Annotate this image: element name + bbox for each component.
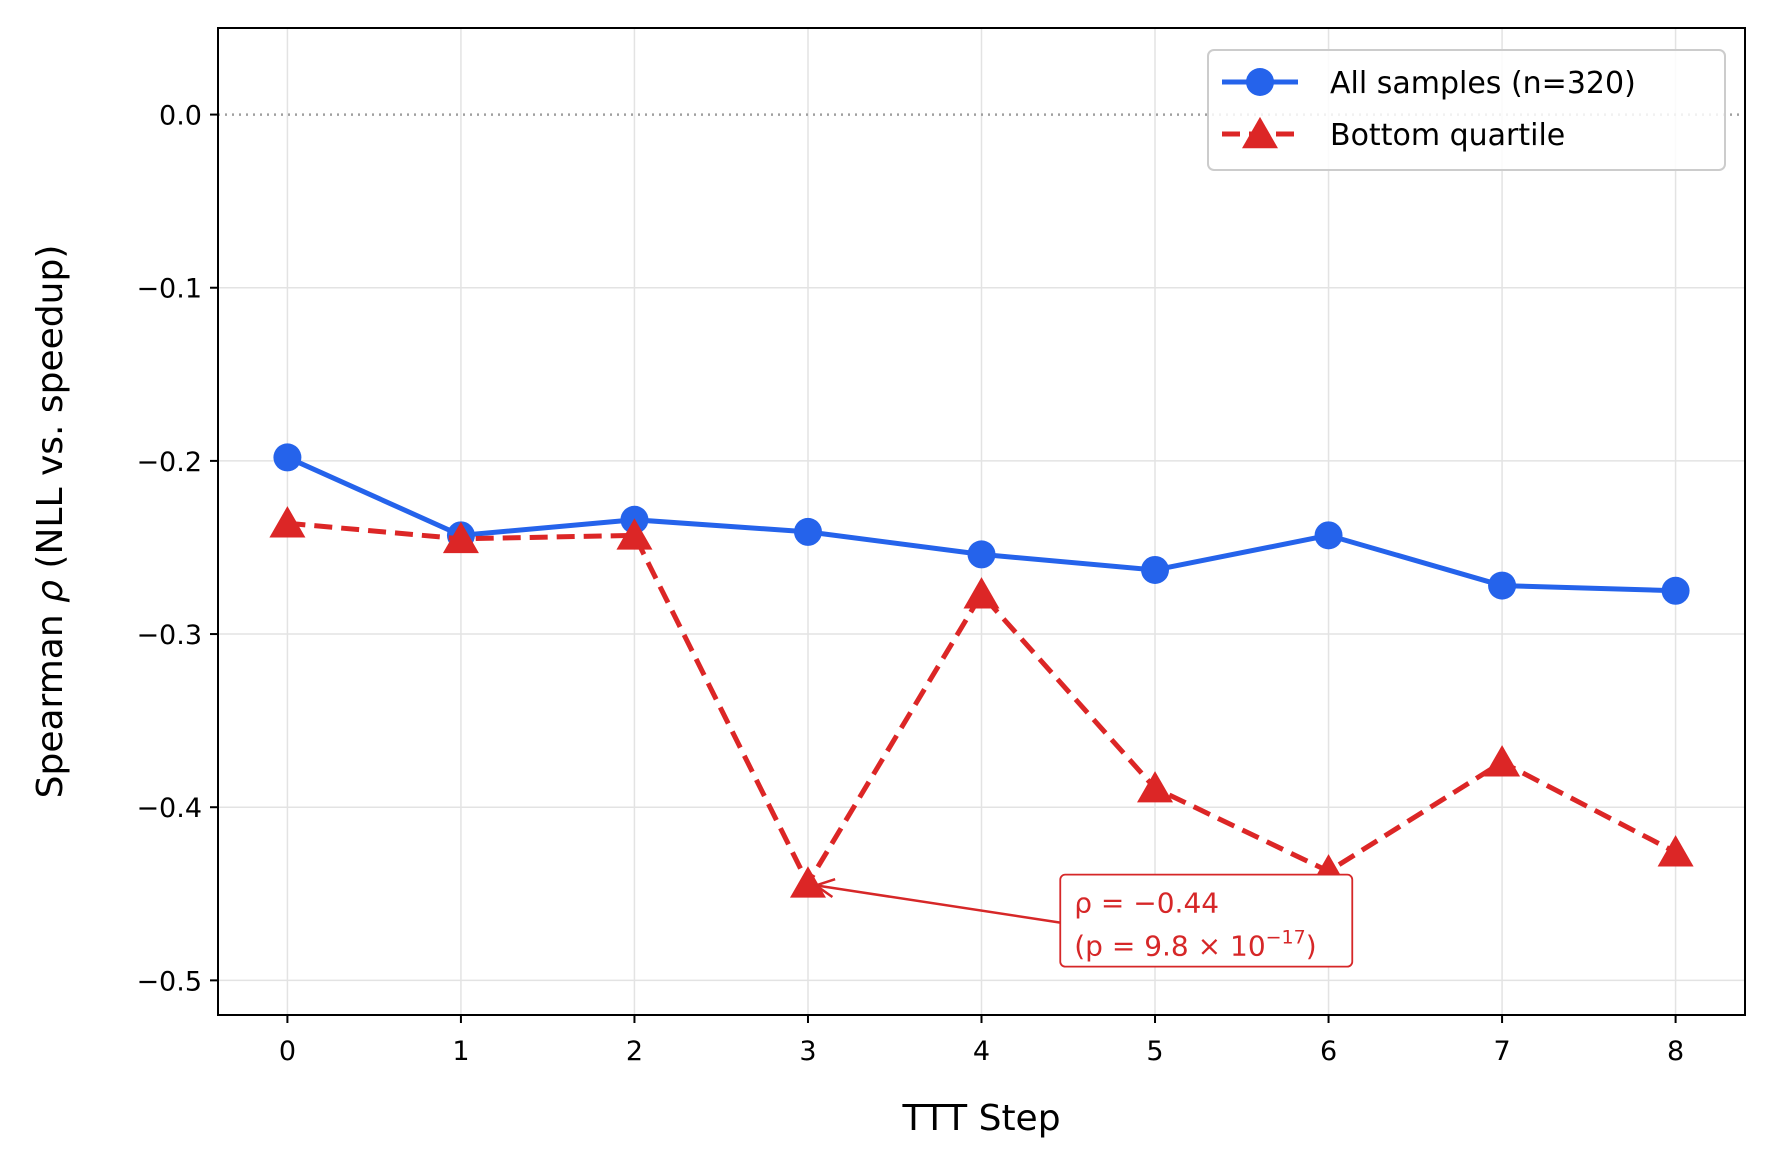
y-tick-label: −0.1 xyxy=(136,274,202,305)
y-axis-title: Spearman ρ (NLL vs. speedup) xyxy=(30,245,71,799)
legend-entry: Bottom quartile xyxy=(1222,116,1565,153)
data-point-circle xyxy=(1141,555,1170,584)
y-tick-label: −0.4 xyxy=(136,793,202,824)
y-axis-title-suffix: (NLL vs. speedup) xyxy=(30,245,71,580)
data-point-triangle xyxy=(1657,835,1694,867)
x-tick-label: 7 xyxy=(1493,1036,1510,1067)
x-tick-label: 4 xyxy=(973,1036,990,1067)
data-point-circle xyxy=(793,517,822,546)
data-point-triangle xyxy=(963,577,1000,609)
annotation-box xyxy=(1059,873,1354,968)
x-tick-label: 8 xyxy=(1667,1036,1684,1067)
y-tick-label: −0.5 xyxy=(136,966,202,997)
data-point-circle xyxy=(1488,571,1517,600)
x-tick-label: 0 xyxy=(279,1036,296,1067)
x-tick-label: 1 xyxy=(452,1036,469,1067)
annotation-rho: ρ = −0.44 xyxy=(1074,887,1219,920)
x-tick-label: 3 xyxy=(799,1036,816,1067)
y-axis-title-symbol: ρ xyxy=(30,580,71,603)
annotation-arrow xyxy=(815,884,1061,924)
annotation-pvalue-exponent: −17 xyxy=(1266,927,1306,949)
x-tick-label: 6 xyxy=(1320,1036,1337,1067)
legend-swatch-triangle xyxy=(1242,116,1278,149)
x-axis-title: TTT Step xyxy=(901,1098,1060,1139)
data-point-triangle xyxy=(1484,745,1521,777)
annotation-pvalue-base: (p = 9.8 × 10 xyxy=(1074,930,1265,963)
legend-box xyxy=(1207,49,1726,171)
data-point-triangle xyxy=(442,521,479,554)
annotation-pvalue-close: ) xyxy=(1306,930,1317,963)
data-point-circle xyxy=(273,443,302,472)
legend: All samples (n=320) Bottom quartile xyxy=(1207,49,1726,171)
data-point-circle xyxy=(967,540,996,569)
legend-entry: All samples (n=320) xyxy=(1222,66,1636,101)
y-axis-title-prefix: Spearman xyxy=(30,603,71,798)
annotation-pvalue: (p = 9.8 × 10−17) xyxy=(1074,927,1316,963)
data-point-triangle xyxy=(616,518,653,550)
y-tick-label: −0.2 xyxy=(136,447,202,478)
legend-label: Bottom quartile xyxy=(1330,118,1565,153)
legend-swatch-circle xyxy=(1246,68,1274,96)
y-tick-label: 0.0 xyxy=(159,101,202,132)
x-tick-label: 5 xyxy=(1146,1036,1163,1067)
y-tick-label: −0.3 xyxy=(136,620,202,651)
x-tick-label: 2 xyxy=(626,1036,643,1067)
data-point-triangle xyxy=(789,866,826,898)
data-point-triangle xyxy=(269,506,306,538)
data-point-triangle xyxy=(1137,771,1174,803)
annotation-arrowhead xyxy=(813,878,836,899)
series-line xyxy=(287,520,1677,886)
annotation-group: ρ = −0.44 (p = 9.8 × 10−17) xyxy=(813,873,1354,968)
data-point-circle xyxy=(1314,521,1343,550)
axis-ticks: 0 1 2 3 4 5 6 7 8 0.0 −0.1 −0.2 −0.3 −0.4 −0.5 xyxy=(136,101,1684,1067)
legend-label: All samples (n=320) xyxy=(1330,66,1636,101)
data-point-circle xyxy=(1661,576,1690,605)
